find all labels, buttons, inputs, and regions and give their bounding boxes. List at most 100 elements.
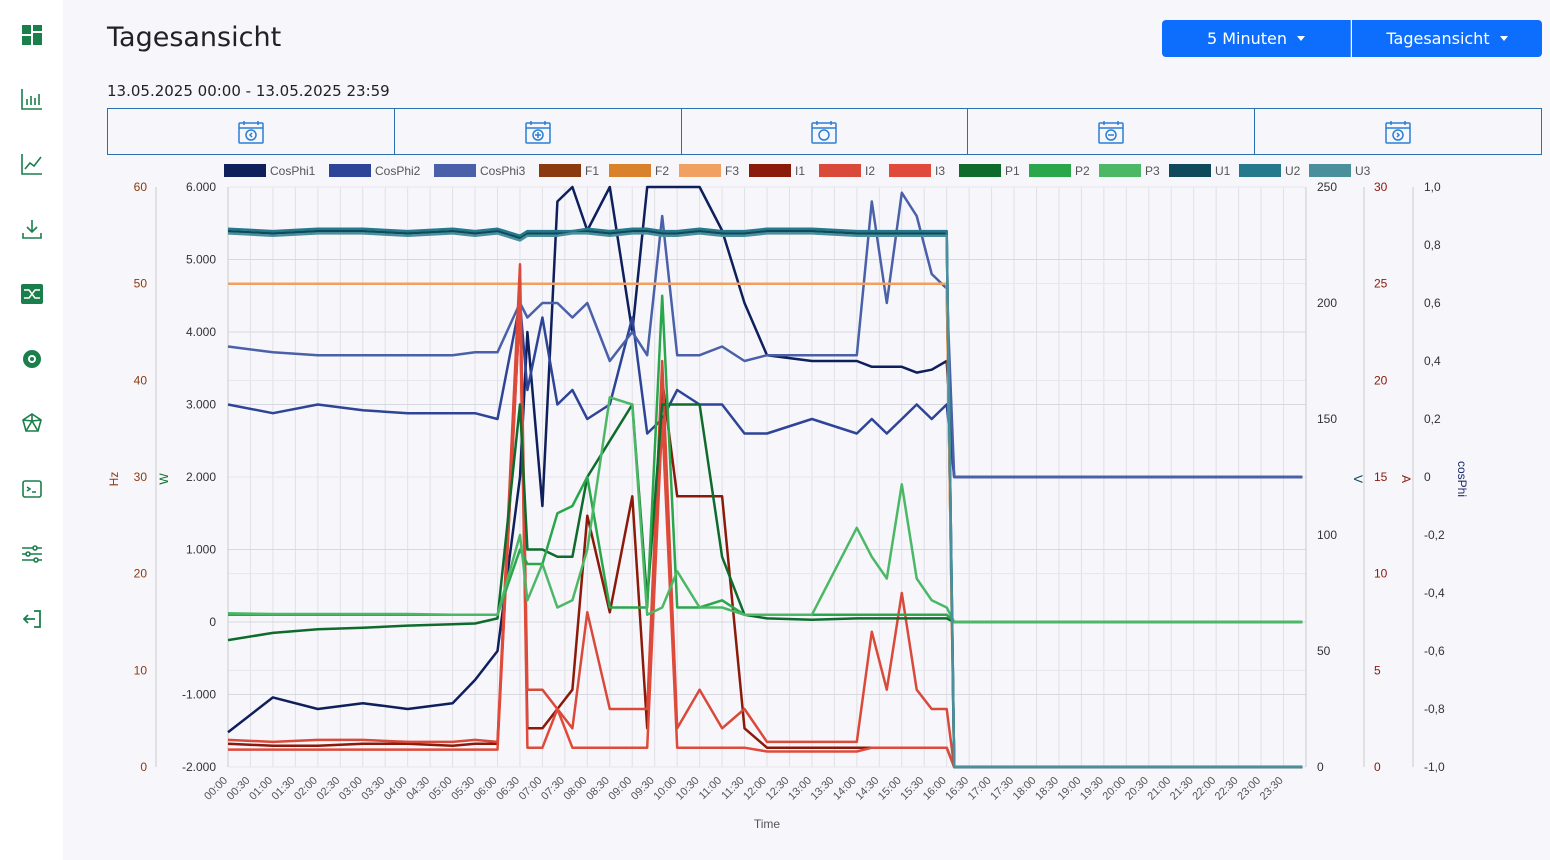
x-tick-label: 10:30 [674, 775, 702, 803]
y-tick-label-hz: 60 [134, 180, 148, 194]
series-line-u2 [227, 227, 1303, 769]
x-tick-label: 05:30 [449, 775, 477, 803]
x-tick-label: 16:30 [943, 775, 971, 803]
x-tick-label: 11:00 [697, 775, 724, 802]
x-tick-label: 12:00 [741, 775, 769, 803]
y-tick-label-cosphi: -0,6 [1424, 644, 1445, 658]
y-tick-label-hz: 50 [134, 277, 148, 291]
x-tick-label: 05:00 [427, 775, 455, 803]
x-tick-label: 04:30 [404, 775, 432, 803]
nav-zoom-in-button[interactable] [395, 109, 682, 154]
legend-swatch-p2 [1029, 164, 1071, 177]
x-tick-label: 23:00 [1235, 775, 1263, 803]
legend-swatch-p1 [959, 164, 1001, 177]
y-tick-label-hz: 30 [134, 470, 148, 484]
legend-label-f1: F1 [585, 164, 599, 178]
y-tick-label-w: 3.000 [186, 398, 216, 412]
axis-label-cosphi: cosPhi [1455, 461, 1469, 497]
legend-label-cosphi3: CosPhi3 [480, 164, 526, 178]
interval-dropdown-button[interactable]: 5 Minuten [1162, 20, 1351, 57]
grafana-icon[interactable] [17, 344, 47, 374]
x-tick-label: 21:30 [1168, 775, 1196, 803]
polyhedron-icon[interactable] [17, 409, 47, 439]
legend-swatch-u3 [1309, 164, 1351, 177]
x-tick-label: 07:30 [539, 775, 567, 803]
nav-zoom-out-button[interactable] [968, 109, 1256, 154]
nav-today-button[interactable] [682, 109, 969, 154]
legend-label-cosphi2: CosPhi2 [375, 164, 421, 178]
x-tick-label: 17:00 [966, 775, 994, 803]
y-tick-label-cosphi: 0,2 [1424, 412, 1441, 426]
x-tick-label: 11:30 [719, 775, 746, 802]
legend-label-p3: P3 [1145, 164, 1160, 178]
y-tick-label-cosphi: 0,6 [1424, 296, 1441, 310]
y-tick-label-v: 0 [1317, 760, 1324, 774]
x-tick-label: 02:30 [314, 775, 342, 803]
y-tick-label-cosphi: -0,2 [1424, 528, 1445, 542]
axis-label-a: A [1399, 475, 1413, 483]
x-tick-label: 00:30 [225, 775, 253, 803]
legend-swatch-f2 [609, 164, 651, 177]
series-line-u3 [227, 232, 1303, 769]
page-title: Tagesansicht [107, 22, 282, 53]
y-tick-label-w: 5.000 [186, 253, 216, 267]
legend-label-p1: P1 [1005, 164, 1020, 178]
y-tick-label-cosphi: 0,8 [1424, 238, 1441, 252]
logout-icon[interactable] [17, 604, 47, 634]
y-tick-label-w: 1.000 [186, 543, 216, 557]
line-chart-icon[interactable] [17, 149, 47, 179]
y-tick-label-cosphi: -0,8 [1424, 702, 1445, 716]
terminal-icon[interactable] [17, 474, 47, 504]
bar-chart-icon[interactable] [17, 84, 47, 114]
x-tick-label: 18:00 [1011, 775, 1039, 803]
y-tick-label-cosphi: 1,0 [1424, 180, 1441, 194]
series-line-i3 [228, 301, 1303, 769]
x-tick-label: 15:00 [876, 775, 904, 803]
legend-swatch-cosphi1 [224, 164, 266, 177]
nav-next-button[interactable] [1255, 109, 1541, 154]
y-tick-label-hz: 20 [134, 567, 148, 581]
legend-label-u2: U2 [1285, 164, 1301, 178]
y-tick-label-v: 100 [1317, 528, 1337, 542]
y-tick-label-v: 150 [1317, 412, 1337, 426]
view-dropdown-button[interactable]: Tagesansicht [1352, 20, 1542, 57]
legend-swatch-u1 [1169, 164, 1211, 177]
legend-label-i2: I2 [865, 164, 875, 178]
calendar-today-icon [811, 120, 838, 144]
x-tick-label: 03:00 [337, 775, 365, 803]
calendar-plus-icon [524, 120, 551, 144]
nav-prev-button[interactable] [108, 109, 395, 154]
y-tick-label-w: -1.000 [182, 688, 216, 702]
calendar-next-icon [1385, 120, 1411, 144]
legend-label-i3: I3 [935, 164, 945, 178]
legend-label-cosphi1: CosPhi1 [270, 164, 316, 178]
x-tick-label: 06:00 [472, 775, 500, 803]
x-tick-label: 03:30 [359, 775, 387, 803]
y-tick-label-hz: 40 [134, 373, 148, 387]
x-tick-label: 00:00 [202, 775, 230, 803]
download-icon[interactable] [17, 214, 47, 244]
y-tick-label-v: 200 [1317, 296, 1337, 310]
x-tick-label: 22:30 [1213, 775, 1241, 803]
x-tick-label: 01:00 [247, 775, 275, 803]
legend-swatch-i2 [819, 164, 861, 177]
x-tick-label: 22:00 [1190, 775, 1218, 803]
dashboard-icon[interactable] [17, 20, 47, 50]
y-tick-label-a: 10 [1374, 567, 1388, 581]
y-tick-label-a: 5 [1374, 663, 1381, 677]
x-tick-label: 21:00 [1145, 775, 1173, 803]
sliders-icon[interactable] [17, 539, 47, 569]
flow-icon[interactable] [17, 279, 47, 309]
x-tick-label: 08:30 [584, 775, 612, 803]
series-line-cosphi2 [227, 301, 1303, 479]
calendar-prev-icon [238, 120, 264, 144]
x-tick-label: 14:00 [831, 775, 859, 803]
x-tick-label: 09:00 [606, 775, 634, 803]
y-tick-label-a: 15 [1374, 470, 1388, 484]
legend-label-f3: F3 [725, 164, 739, 178]
sidebar [0, 0, 63, 860]
legend-label-f2: F2 [655, 164, 669, 178]
x-tick-label: 13:30 [809, 775, 837, 803]
x-tick-label: 02:00 [292, 775, 320, 803]
